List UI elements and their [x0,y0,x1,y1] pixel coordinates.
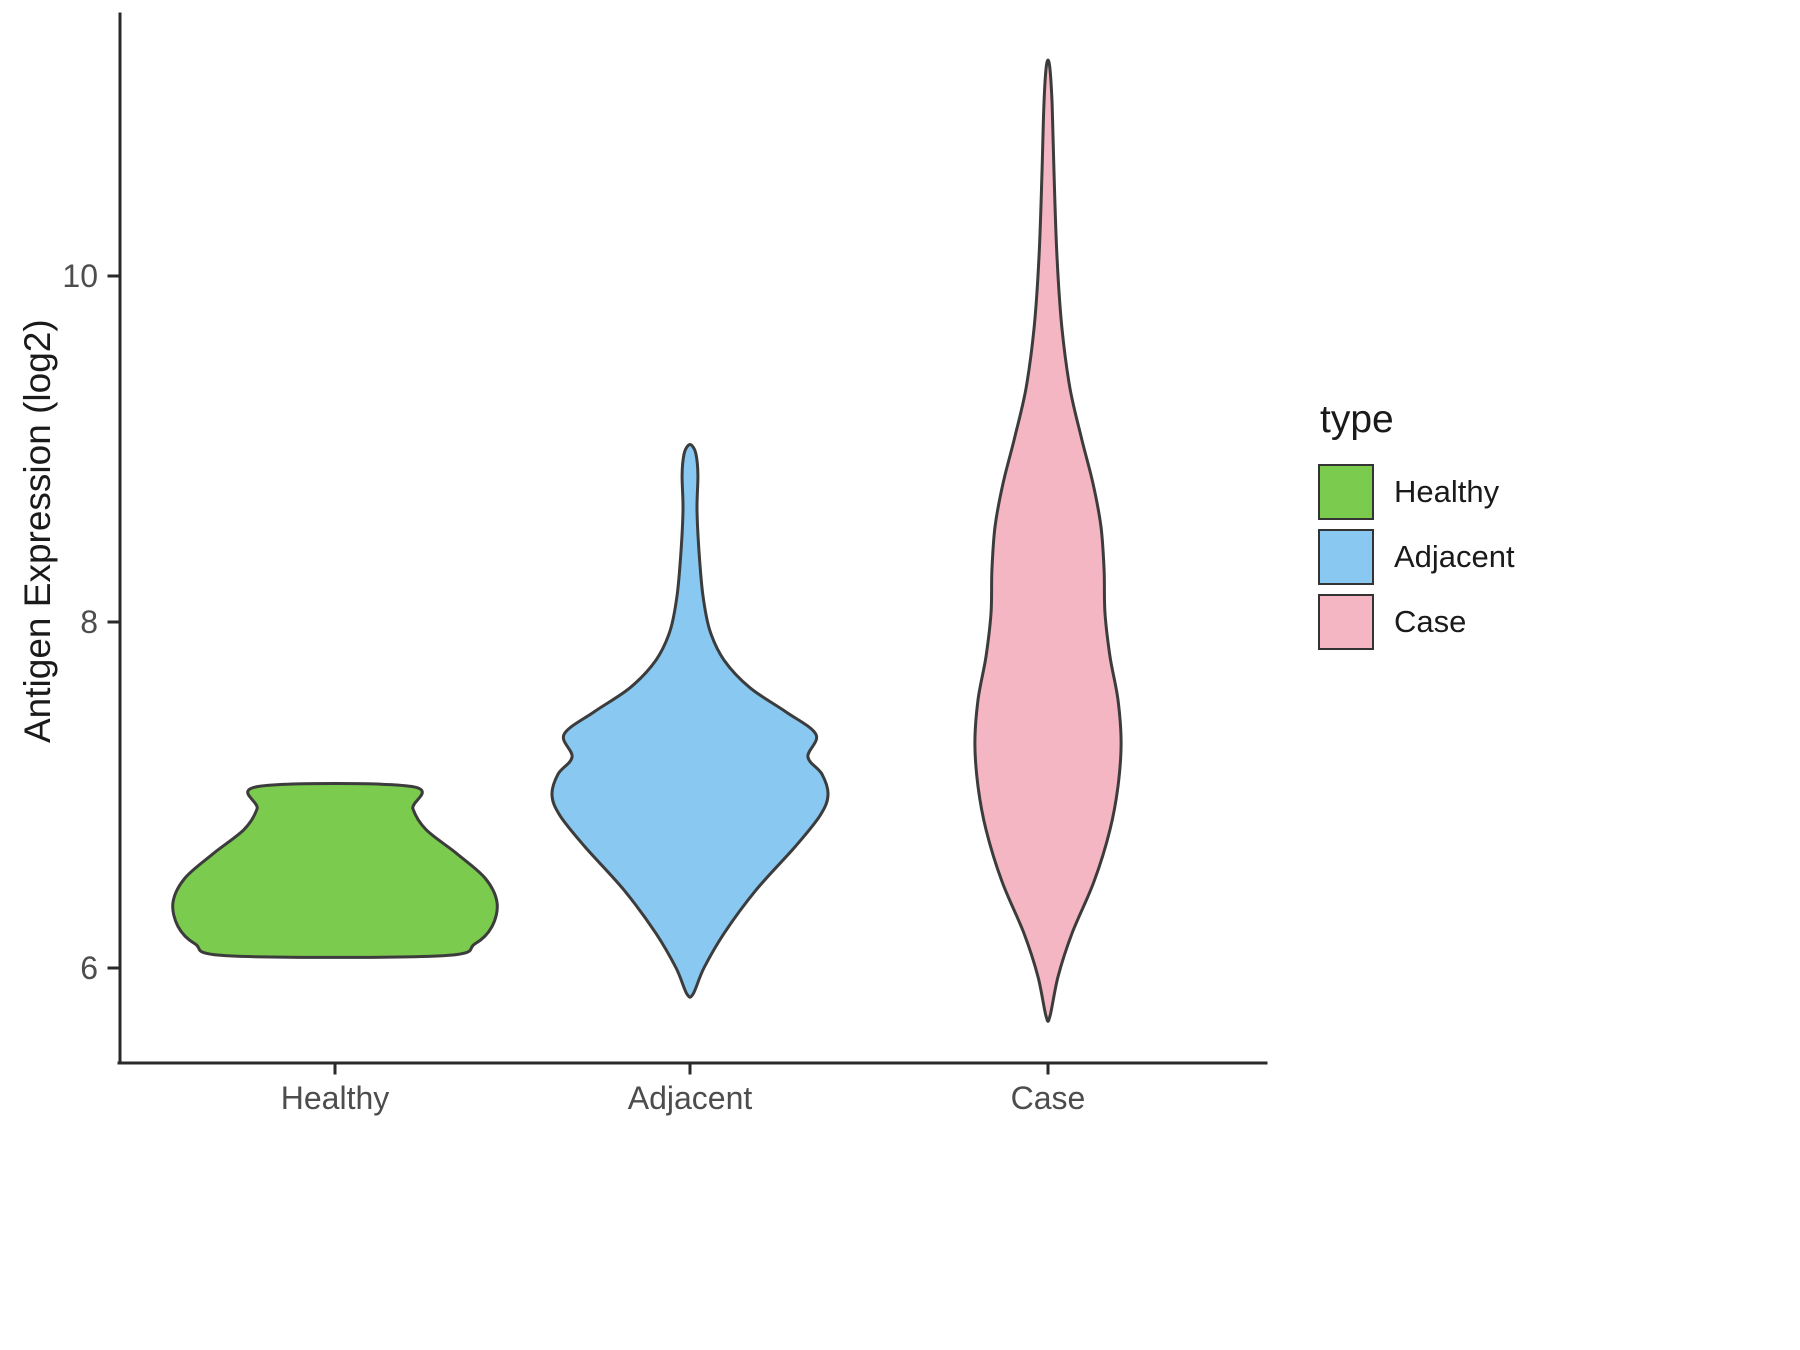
violin-shapes [171,58,1123,1023]
y-axis-title: Antigen Expression (log2) [17,319,58,744]
y-tick-label: 6 [80,950,98,986]
legend-title: type [1320,398,1394,441]
x-tick-label-case: Case [1010,1080,1086,1116]
legend-label-case: Case [1394,604,1467,639]
axes-layer [107,12,1268,1075]
violin-case [973,58,1123,1023]
legend-entry: Adjacent [1318,527,1515,587]
legend-key-healthy [1318,464,1374,520]
y-tick-label: 10 [62,258,98,294]
violin-adjacent [550,442,830,999]
violin-healthy [171,782,499,959]
x-tick-label-healthy: Healthy [280,1080,390,1116]
legend-label-healthy: Healthy [1394,474,1500,509]
legend-key-case [1318,594,1374,650]
legend-entry: Healthy [1318,462,1515,522]
legend: type Healthy Adjacent Case [1318,398,1515,657]
legend-entry: Case [1318,592,1515,652]
y-tick-label: 8 [80,604,98,640]
x-tick-label-adjacent: Adjacent [627,1080,753,1116]
legend-key-adjacent [1318,529,1374,585]
legend-label-adjacent: Adjacent [1394,539,1515,574]
